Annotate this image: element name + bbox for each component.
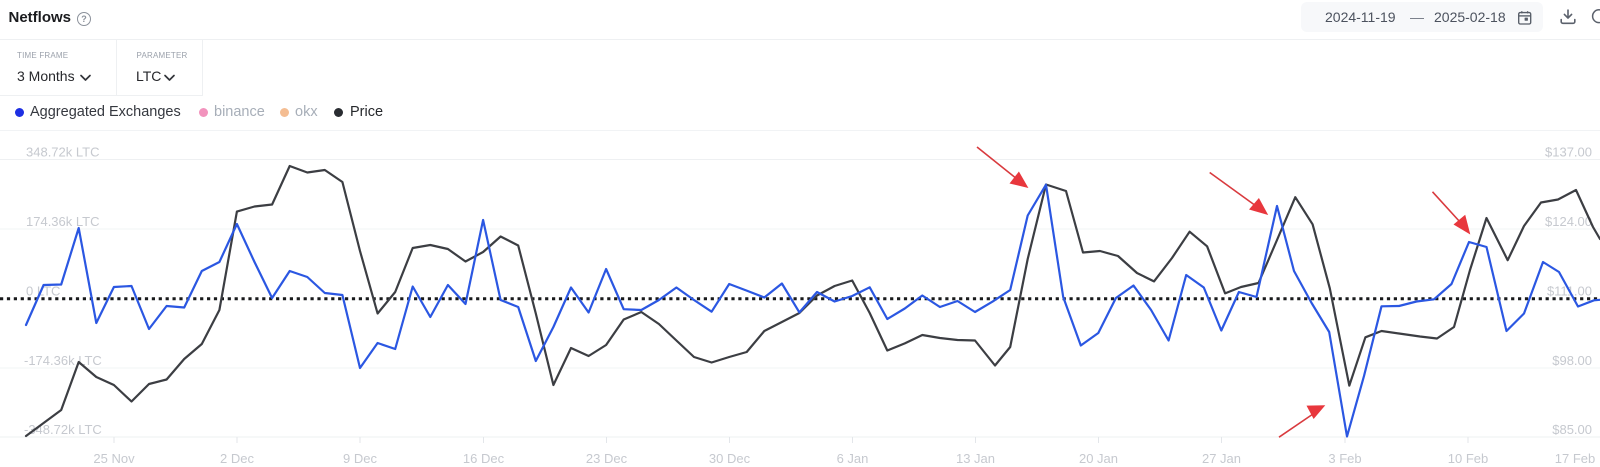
svg-text:3 Feb: 3 Feb (1328, 451, 1361, 466)
svg-text:$124.00: $124.00 (1545, 214, 1592, 229)
svg-text:20 Jan: 20 Jan (1079, 451, 1118, 466)
svg-text:-348.72k LTC: -348.72k LTC (24, 422, 102, 437)
svg-text:25 Nov: 25 Nov (93, 451, 135, 466)
svg-text:174.36k LTC: 174.36k LTC (26, 214, 99, 229)
svg-text:0 LTC: 0 LTC (26, 284, 60, 299)
svg-text:348.72k LTC: 348.72k LTC (26, 145, 99, 160)
svg-text:6 Jan: 6 Jan (837, 451, 869, 466)
svg-text:9 Dec: 9 Dec (343, 451, 377, 466)
svg-text:10 Feb: 10 Feb (1448, 451, 1488, 466)
svg-text:$98.00: $98.00 (1552, 353, 1592, 368)
svg-text:$137.00: $137.00 (1545, 145, 1592, 160)
svg-text:16 Dec: 16 Dec (463, 451, 505, 466)
svg-text:2 Dec: 2 Dec (220, 451, 254, 466)
svg-text:27 Jan: 27 Jan (1202, 451, 1241, 466)
svg-text:-174.36k LTC: -174.36k LTC (24, 353, 102, 368)
svg-text:17 Feb: 17 Feb (1555, 451, 1595, 466)
svg-text:23 Dec: 23 Dec (586, 451, 628, 466)
svg-text:30 Dec: 30 Dec (709, 451, 751, 466)
svg-text:13 Jan: 13 Jan (956, 451, 995, 466)
svg-text:$85.00: $85.00 (1552, 422, 1592, 437)
